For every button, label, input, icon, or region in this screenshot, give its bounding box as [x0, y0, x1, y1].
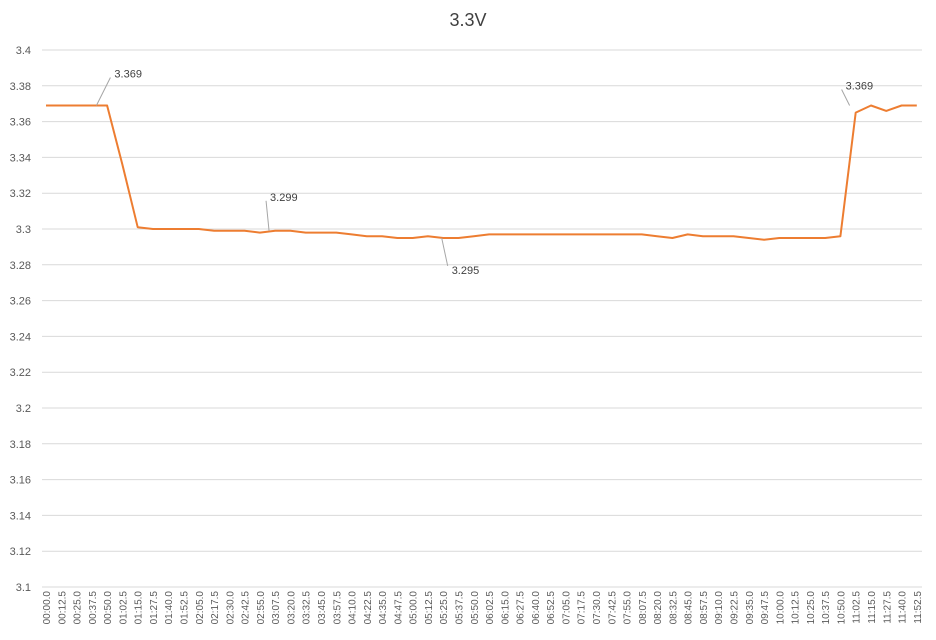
x-tick-label: 05:37.5: [455, 591, 466, 625]
x-tick-label: 06:15.0: [500, 591, 511, 625]
x-tick-label: 06:52.5: [546, 591, 557, 625]
y-tick-label: 3.1: [16, 582, 31, 594]
y-tick-label: 3.3: [16, 224, 31, 236]
y-tick-label: 3.24: [10, 331, 31, 343]
x-tick-label: 03:45.0: [317, 591, 328, 625]
x-tick-label: 09:47.5: [760, 591, 771, 625]
x-tick-label: 02:05.0: [195, 591, 206, 625]
x-tick-label: 01:40.0: [164, 591, 175, 625]
x-tick-label: 04:10.0: [348, 591, 359, 625]
x-tick-label: 08:57.5: [699, 591, 710, 625]
x-tick-label: 11:15.0: [867, 591, 878, 624]
data-label: 3.299: [270, 192, 298, 204]
x-tick-label: 09:10.0: [714, 591, 725, 625]
x-tick-label: 10:37.5: [821, 591, 832, 625]
x-tick-label: 02:55.0: [256, 591, 267, 625]
x-tick-label: 11:40.0: [898, 591, 909, 624]
y-tick-label: 3.34: [10, 152, 31, 164]
x-tick-label: 04:47.5: [393, 591, 404, 625]
y-tick-label: 3.14: [10, 510, 31, 522]
x-tick-label: 02:30.0: [225, 591, 236, 625]
x-tick-label: 00:25.0: [73, 591, 84, 625]
annotation-leader: [841, 89, 851, 106]
x-tick-label: 01:15.0: [134, 591, 145, 625]
x-tick-label: 08:45.0: [684, 591, 695, 625]
y-tick-label: 3.4: [16, 45, 31, 57]
annotation-leader: [265, 200, 270, 231]
y-tick-label: 3.22: [10, 367, 31, 379]
x-tick-label: 08:20.0: [653, 591, 664, 625]
x-tick-label: 00:12.5: [57, 591, 68, 625]
data-label: 3.369: [846, 80, 874, 92]
x-tick-label: 03:07.5: [271, 591, 282, 625]
x-tick-label: 08:07.5: [638, 591, 649, 625]
x-tick-label: 06:27.5: [516, 591, 527, 625]
y-tick-label: 3.36: [10, 117, 31, 129]
x-tick-label: 07:55.0: [623, 591, 634, 625]
x-tick-label: 11:52.5: [913, 591, 924, 624]
x-tick-label: 06:02.5: [485, 591, 496, 625]
x-tick-label: 10:00.0: [775, 591, 786, 625]
y-tick-label: 3.18: [10, 439, 31, 451]
x-tick-label: 11:27.5: [882, 591, 893, 624]
y-tick-label: 3.26: [10, 296, 31, 308]
x-tick-label: 04:22.5: [363, 591, 374, 625]
x-tick-label: 05:00.0: [409, 591, 420, 625]
x-tick-label: 10:12.5: [791, 591, 802, 625]
x-tick-label: 03:57.5: [332, 591, 343, 625]
x-tick-label: 07:42.5: [607, 591, 618, 625]
x-tick-label: 07:05.0: [561, 591, 572, 625]
y-tick-label: 3.12: [10, 546, 31, 558]
x-tick-label: 07:17.5: [577, 591, 588, 625]
x-tick-label: 10:25.0: [806, 591, 817, 625]
x-tick-label: 09:35.0: [745, 591, 756, 625]
series-line: [46, 104, 917, 241]
x-tick-label: 05:25.0: [439, 591, 450, 625]
data-label: 3.295: [452, 265, 480, 277]
y-tick-label: 3.28: [10, 260, 31, 272]
x-tick-label: 08:32.5: [668, 591, 679, 625]
x-tick-label: 00:00.0: [42, 591, 53, 625]
y-tick-label: 3.2: [16, 403, 31, 415]
annotation-leader: [441, 237, 449, 267]
x-tick-label: 03:32.5: [302, 591, 313, 625]
x-tick-label: 02:42.5: [241, 591, 252, 625]
x-tick-label: 10:50.0: [836, 591, 847, 625]
x-tick-label: 07:30.0: [592, 591, 603, 625]
y-tick-label: 3.16: [10, 475, 31, 487]
x-tick-label: 00:50.0: [103, 591, 114, 625]
x-tick-label: 06:40.0: [531, 591, 542, 625]
x-tick-label: 05:12.5: [424, 591, 435, 625]
x-tick-label: 01:52.5: [180, 591, 191, 625]
chart-title: 3.3V: [449, 10, 487, 30]
x-tick-label: 05:50.0: [470, 591, 481, 625]
x-tick-label: 03:20.0: [286, 591, 297, 625]
x-tick-label: 11:02.5: [852, 591, 863, 624]
x-tick-label: 09:22.5: [730, 591, 741, 625]
x-tick-label: 01:02.5: [118, 591, 129, 625]
y-tick-label: 3.32: [10, 188, 31, 200]
x-tick-label: 04:35.0: [378, 591, 389, 625]
x-tick-label: 00:37.5: [88, 591, 99, 625]
x-tick-label: 02:17.5: [210, 591, 221, 625]
y-tick-label: 3.38: [10, 81, 31, 93]
annotation-leader: [95, 77, 111, 106]
x-tick-label: 01:27.5: [149, 591, 160, 625]
data-label: 3.369: [114, 68, 142, 80]
